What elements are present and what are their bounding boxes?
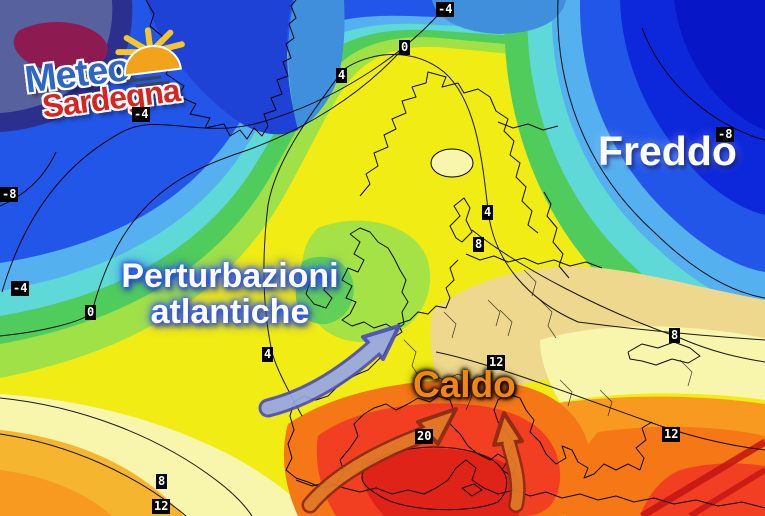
red-streak-1 [640,439,765,516]
sun-waves [126,75,170,88]
annotation-perturbazioni-line1: Perturbazioni [121,257,339,295]
contour-label: -4 [436,2,455,17]
greenland-landmass [146,0,298,135]
contour-label: 12 [662,427,681,442]
contour-label: 0 [399,40,411,55]
red-streak-2 [688,467,765,516]
band-deep-red-med [360,448,524,516]
contour-eight-east [471,229,765,363]
band-deep-orange-sw [0,470,112,516]
coast-baltic-east [543,191,570,279]
contour-minus8-east [641,27,765,141]
contour-label: 4 [336,68,348,83]
coast-turkey-west [635,421,653,471]
flow-arrows [258,324,526,514]
contour-label: 12 [152,499,171,514]
contour-minus8-west [0,151,57,207]
coast-baltic-south [465,253,603,269]
border-east-europe-1 [539,299,557,339]
coast-scandinavia [359,71,539,234]
coast-sicily [461,483,483,497]
contour-label: -4 [132,107,151,122]
contour-label: 20 [415,429,434,444]
border-baltic-states [523,269,537,297]
contour-label: 8 [156,474,168,489]
border-balkans-2 [599,389,613,417]
contour-label: -8 [0,187,19,202]
contour-zero-west [0,43,408,337]
sun-icon [115,27,185,88]
border-anatolia [679,359,693,387]
contour-label: 4 [262,347,274,362]
border-alps [429,373,487,381]
annotation-perturbazioni-line2: atlantiche [150,293,310,332]
contour-label: 4 [482,205,494,220]
band-pale-lens-norway [430,148,474,178]
band-light-blue-top-lens [432,0,566,34]
coast-ireland [305,271,333,309]
contour-label: -4 [11,281,30,296]
meteosardegna-logo: Meteo Sardegna [23,27,220,128]
contour-label: 8 [669,328,681,343]
country-borders [403,269,693,417]
contour-eight-southwest [0,397,253,516]
contour-label: 8 [473,237,485,252]
border-italy-north [465,381,473,411]
border-germany [443,311,457,339]
border-east-europe-2 [499,309,513,337]
coast-black-sea [627,341,701,366]
contour-label: -8 [716,127,735,142]
coast-denmark [449,197,473,243]
coast-italy [407,393,521,477]
contour-label: 12 [487,355,506,370]
band-deepest-blue-east [674,0,765,130]
band-maroon-core [13,22,108,72]
atlantic-flow-arrow [258,324,401,418]
greenland-sea [288,0,345,130]
annotation-perturbazioni-atlantiche: Perturbazioni atlantiche [58,258,402,330]
annotation-caldo: Caldo [413,364,516,405]
coast-north-africa [295,459,765,509]
coast-channel-mainland [389,259,459,341]
border-balkans-1 [559,379,573,407]
annotation-freddo: Freddo [598,128,737,174]
coast-gulf-finland [497,121,559,131]
coast-uk [341,227,409,331]
sun-body [124,45,182,77]
contour-label: 0 [85,305,97,320]
border-france-east [403,339,421,379]
coast-balkans-greece [519,397,641,479]
border-poland [487,299,501,327]
contour-four-west [263,69,344,417]
contour-minus4-east [557,0,765,299]
contour-minus4-west [1,5,447,293]
contour-twelve-east [435,351,765,451]
contour-twenty-closed [361,446,508,511]
warm-flow-arrow-east [492,411,526,513]
